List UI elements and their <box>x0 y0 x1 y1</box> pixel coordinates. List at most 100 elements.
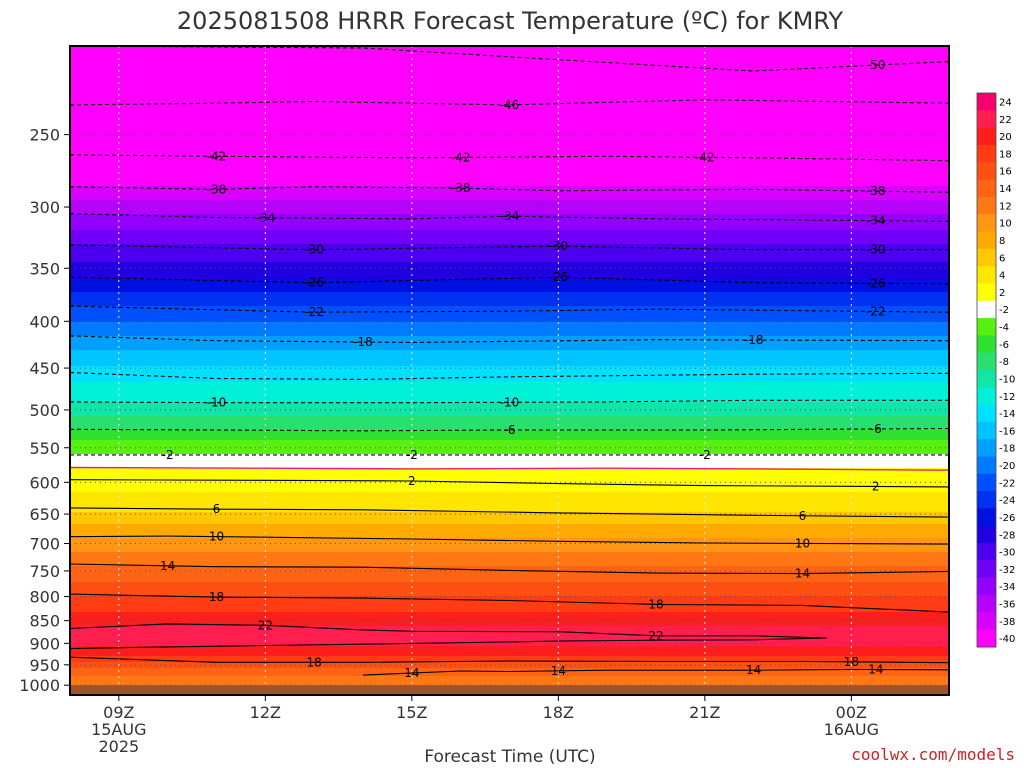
temperature-band <box>70 376 949 379</box>
colorbar-label: -12 <box>999 392 1015 403</box>
temperature-band <box>70 426 949 429</box>
temperature-band <box>70 70 949 73</box>
colorbar-swatch <box>977 439 996 458</box>
temperature-band <box>70 488 949 491</box>
temperature-band <box>70 282 949 285</box>
contour-line <box>70 623 827 650</box>
temperature-band <box>70 652 949 655</box>
contour-line <box>70 535 949 545</box>
y-tick-label: 350 <box>29 259 60 278</box>
temperature-band <box>70 76 949 79</box>
colorbar-swatch <box>977 300 996 319</box>
temperature-band <box>70 436 949 439</box>
contour-line <box>362 668 949 676</box>
temperature-band <box>70 516 949 519</box>
temperature-band <box>70 550 949 553</box>
temperature-band <box>70 666 949 669</box>
colorbar-label: 18 <box>999 149 1012 160</box>
temperature-band <box>70 260 949 263</box>
contour-label: 18 <box>307 655 322 669</box>
temperature-band <box>70 598 949 601</box>
temperature-band <box>70 128 949 131</box>
colorbar-label: -34 <box>999 582 1015 593</box>
temperature-band <box>70 644 949 647</box>
temperature-band <box>70 240 949 243</box>
contour-label: -22 <box>866 304 886 318</box>
temperature-band <box>70 328 949 331</box>
temperature-band <box>70 580 949 583</box>
colorbar-swatch <box>977 370 996 388</box>
temperature-band <box>70 418 949 421</box>
temperature-band <box>70 654 949 657</box>
temperature-band <box>70 608 949 611</box>
contour-label: -46 <box>500 98 520 112</box>
temperature-band <box>70 336 949 339</box>
temperature-band <box>70 576 949 579</box>
temperature-band <box>70 258 949 261</box>
temperature-band <box>70 266 949 269</box>
temperature-band <box>70 588 949 591</box>
temperature-band <box>70 332 949 335</box>
temperature-band <box>70 172 949 175</box>
colorbar-label: 20 <box>999 132 1012 143</box>
temperature-band <box>70 572 949 575</box>
temperature-band <box>70 476 949 479</box>
temperature-band <box>70 388 949 391</box>
temperature-band <box>70 602 949 605</box>
colorbar-label: -40 <box>999 634 1015 645</box>
temperature-band <box>70 186 949 189</box>
temperature-band <box>70 64 949 67</box>
temperature-band <box>70 500 949 503</box>
temperature-band <box>70 46 949 49</box>
colorbar-swatch <box>977 110 996 129</box>
contour-line <box>70 244 949 251</box>
colorbar-label: -30 <box>999 548 1015 559</box>
temperature-band <box>70 434 949 437</box>
temperature-band <box>70 106 949 109</box>
temperature-band <box>70 82 949 85</box>
temperature-band <box>70 656 949 659</box>
temperature-band <box>70 664 949 667</box>
temperature-band <box>70 506 949 509</box>
temperature-band <box>70 226 949 229</box>
temperature-band <box>70 284 949 287</box>
x-tick-label: 2025 <box>98 737 139 756</box>
temperature-band <box>70 92 949 95</box>
temperature-band <box>70 446 949 449</box>
temperature-band <box>70 502 949 505</box>
temperature-band <box>70 224 949 227</box>
temperature-band <box>70 264 949 267</box>
contour-label: 14 <box>404 666 419 680</box>
temperature-band <box>70 460 949 463</box>
temperature-band <box>70 216 949 219</box>
colorbar-swatch <box>977 318 996 336</box>
temperature-band <box>70 404 949 407</box>
temperature-band <box>70 370 949 373</box>
temperature-band <box>70 162 949 165</box>
temperature-band <box>70 496 949 499</box>
contour-line <box>70 507 949 518</box>
temperature-band <box>70 358 949 361</box>
temperature-band <box>70 208 949 211</box>
temperature-band <box>70 84 949 87</box>
temperature-band <box>70 200 949 203</box>
colorbar-label: -4 <box>999 323 1009 334</box>
temperature-band <box>70 194 949 197</box>
temperature-band <box>70 552 949 555</box>
temperature-band <box>70 250 949 253</box>
temperature-band <box>70 166 949 169</box>
contour-label: -6 <box>504 423 516 437</box>
temperature-band <box>70 610 949 613</box>
temperature-band <box>70 254 949 257</box>
temperature-band <box>70 464 949 467</box>
temperature-band <box>70 638 949 641</box>
temperature-band <box>70 672 949 675</box>
temperature-band <box>70 648 949 651</box>
temperature-band <box>70 398 949 401</box>
temperature-band <box>70 130 949 133</box>
temperature-band <box>70 658 949 661</box>
plot-area <box>70 46 949 695</box>
temperature-band <box>70 512 949 515</box>
temperature-band <box>70 68 949 71</box>
temperature-band <box>70 396 949 399</box>
